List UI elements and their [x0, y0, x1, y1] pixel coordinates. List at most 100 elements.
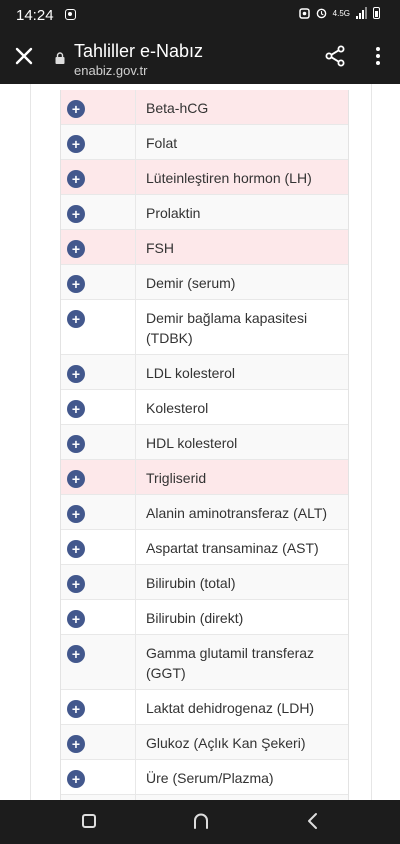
test-row: + Bilirubin (direkt)	[61, 600, 348, 635]
home-icon[interactable]	[192, 812, 210, 830]
expand-cell: +	[61, 690, 136, 724]
expand-cell: +	[61, 265, 136, 299]
test-row: + Üre (Serum/Plazma)	[61, 760, 348, 795]
test-name: Laktat dehidrogenaz (LDH)	[146, 700, 315, 716]
location-icon	[298, 8, 310, 19]
test-row: + Beta-hCG	[61, 90, 348, 125]
test-name: Beta-hCG	[146, 100, 209, 116]
test-name: LDL kolesterol	[146, 365, 235, 381]
test-name: Demir bağlama kapasitesi (TDBK)	[146, 310, 308, 346]
test-name: Folat	[146, 135, 178, 151]
test-row: + Gamma glutamil transferaz (GGT)	[61, 635, 348, 690]
expand-cell: +	[61, 600, 136, 634]
test-name: Demir (serum)	[146, 275, 236, 291]
content-border-right	[371, 84, 372, 800]
plus-circle-icon[interactable]: +	[67, 365, 85, 383]
page-url: enabiz.gov.tr	[74, 63, 148, 78]
test-row: + Lüteinleştiren hormon (LH)	[61, 160, 348, 195]
plus-circle-icon[interactable]: +	[67, 100, 85, 118]
status-icons: 4.5G	[298, 7, 380, 19]
plus-circle-icon[interactable]: +	[67, 400, 85, 418]
test-name: HDL kolesterol	[146, 435, 238, 451]
plus-circle-icon[interactable]: +	[67, 575, 85, 593]
recent-apps-icon[interactable]	[82, 814, 96, 828]
test-name: Alanin aminotransferaz (ALT)	[146, 505, 328, 521]
plus-circle-icon[interactable]: +	[67, 170, 85, 188]
share-icon[interactable]	[323, 44, 347, 68]
expand-cell: +	[61, 530, 136, 564]
test-row: +	[61, 795, 348, 800]
back-icon[interactable]	[304, 812, 322, 830]
more-vert-icon[interactable]	[366, 44, 390, 68]
app-bar: Tahliller e-Nabız enabiz.gov.tr	[0, 32, 400, 84]
test-row: + Laktat dehidrogenaz (LDH)	[61, 690, 348, 725]
page-title: Tahliller e-Nabız	[74, 41, 204, 61]
test-row: + Alanin aminotransferaz (ALT)	[61, 495, 348, 530]
expand-cell: +	[61, 300, 136, 354]
plus-circle-icon[interactable]: +	[67, 135, 85, 153]
test-row: + HDL kolesterol	[61, 425, 348, 460]
test-name: Üre (Serum/Plazma)	[146, 770, 274, 786]
status-time: 14:24	[16, 7, 54, 24]
test-name: FSH	[146, 240, 174, 256]
plus-circle-icon[interactable]: +	[67, 310, 85, 328]
system-nav-bar	[0, 800, 400, 844]
test-row: + Prolaktin	[61, 195, 348, 230]
expand-cell: +	[61, 195, 136, 229]
close-icon[interactable]	[12, 44, 36, 68]
test-row: + Demir bağlama kapasitesi (TDBK)	[61, 300, 348, 355]
plus-circle-icon[interactable]: +	[67, 505, 85, 523]
network-type: 4.5G	[332, 8, 350, 18]
expand-cell: +	[61, 125, 136, 159]
expand-cell: +	[61, 230, 136, 264]
test-row: + Folat	[61, 125, 348, 160]
test-list-table: + Beta-hCG + Folat + Lüteinleştiren hormon (L…	[60, 90, 349, 800]
expand-cell: +	[61, 355, 136, 389]
plus-circle-icon[interactable]: +	[67, 700, 85, 718]
test-name: Bilirubin (total)	[146, 575, 236, 591]
test-name: Kolesterol	[146, 400, 209, 416]
test-row: + LDL kolesterol	[61, 355, 348, 390]
lock-icon	[55, 52, 65, 64]
plus-circle-icon[interactable]: +	[67, 435, 85, 453]
plus-circle-icon[interactable]: +	[67, 470, 85, 488]
alarm-icon	[316, 8, 326, 19]
expand-cell: +	[61, 725, 136, 759]
test-name: Gamma glutamil transferaz (GGT)	[146, 645, 315, 681]
test-row: + Demir (serum)	[61, 265, 348, 300]
test-row: + Aspartat transaminaz (AST)	[61, 530, 348, 565]
signal-icon	[356, 7, 367, 19]
expand-cell: +	[61, 495, 136, 529]
expand-cell: +	[61, 90, 136, 124]
plus-circle-icon[interactable]: +	[67, 645, 85, 663]
expand-cell: +	[61, 760, 136, 794]
plus-circle-icon[interactable]: +	[67, 770, 85, 788]
expand-cell: +	[61, 160, 136, 194]
battery-icon	[373, 7, 380, 19]
web-content[interactable]: + Beta-hCG + Folat + Lüteinleştiren hormon (L…	[0, 84, 400, 800]
plus-circle-icon[interactable]: +	[67, 610, 85, 628]
test-name: Lüteinleştiren hormon (LH)	[146, 170, 312, 186]
test-row: + Kolesterol	[61, 390, 348, 425]
status-bar: 14:24 4.5G	[0, 0, 400, 32]
plus-circle-icon[interactable]: +	[67, 735, 85, 753]
test-row: + Glukoz (Açlık Kan Şekeri)	[61, 725, 348, 760]
expand-cell: +	[61, 635, 136, 689]
test-name: Prolaktin	[146, 205, 201, 221]
expand-cell: +	[61, 425, 136, 459]
content-border-left	[30, 84, 31, 800]
test-name: Bilirubin (direkt)	[146, 610, 244, 626]
expand-cell: +	[61, 795, 136, 800]
plus-circle-icon[interactable]: +	[67, 540, 85, 558]
notification-icon	[65, 9, 76, 20]
plus-circle-icon[interactable]: +	[67, 205, 85, 223]
test-name: Trigliserid	[146, 470, 207, 486]
test-row: + Bilirubin (total)	[61, 565, 348, 600]
test-row: + FSH	[61, 230, 348, 265]
plus-circle-icon[interactable]: +	[67, 275, 85, 293]
expand-cell: +	[61, 460, 136, 494]
expand-cell: +	[61, 565, 136, 599]
plus-circle-icon[interactable]: +	[67, 240, 85, 258]
test-name: Aspartat transaminaz (AST)	[146, 540, 319, 556]
test-row: + Trigliserid	[61, 460, 348, 495]
